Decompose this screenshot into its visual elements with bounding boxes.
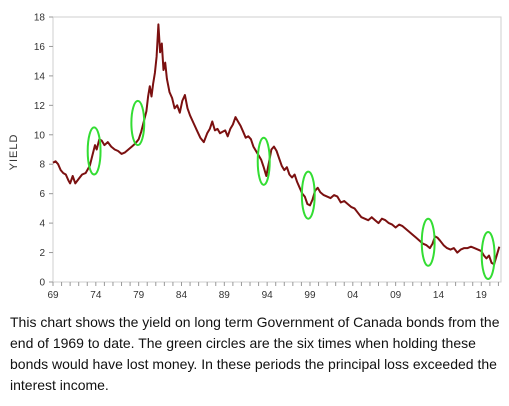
y-tick-label: 8	[39, 160, 45, 171]
x-tick-label: 14	[433, 290, 445, 301]
y-tick-label: 2	[39, 248, 45, 259]
y-tick-label: 14	[34, 71, 46, 82]
loss-period-circle	[86, 126, 102, 176]
y-tick-label: 0	[39, 278, 45, 289]
loss-period-circle	[256, 136, 271, 186]
highlight-circles	[86, 99, 496, 281]
yield-chart: 0 2 4 6 8 10 12 14 16 18 69 74 79 84 89 94 99 04 09 14 19 Y…	[8, 13, 502, 301]
y-axis-ticks: 0 2 4 6 8 10 12 14 16 18	[34, 13, 53, 289]
chart-area: 0 2 4 6 8 10 12 14 16 18 69 74 79 84 89 94 99 04 09 14 19 Y…	[8, 13, 502, 301]
x-tick-label: 99	[304, 290, 316, 301]
y-tick-label: 6	[39, 189, 45, 200]
loss-period-circle	[130, 99, 146, 147]
x-tick-label: 69	[47, 290, 59, 301]
y-tick-label: 16	[34, 42, 46, 53]
y-tick-label: 18	[34, 13, 46, 24]
x-tick-label: 19	[476, 290, 488, 301]
y-axis-label: YIELD	[8, 134, 20, 171]
x-tick-label: 09	[390, 290, 402, 301]
y-tick-label: 12	[34, 101, 46, 112]
x-tick-label: 04	[347, 290, 359, 301]
x-tick-label: 74	[90, 290, 102, 301]
x-tick-label: 94	[262, 290, 274, 301]
chart-caption: This chart shows the yield on long term …	[10, 314, 500, 393]
x-tick-label: 79	[133, 290, 145, 301]
loss-period-circle	[480, 230, 496, 281]
loss-period-circle	[300, 170, 316, 220]
loss-period-circle	[420, 217, 436, 267]
x-tick-label: 89	[219, 290, 231, 301]
x-axis-ticks: 69 74 79 84 89 94 99 04 09 14 19	[47, 282, 499, 301]
x-tick-label: 84	[176, 290, 188, 301]
y-tick-label: 4	[39, 219, 45, 230]
y-tick-label: 10	[34, 130, 46, 141]
